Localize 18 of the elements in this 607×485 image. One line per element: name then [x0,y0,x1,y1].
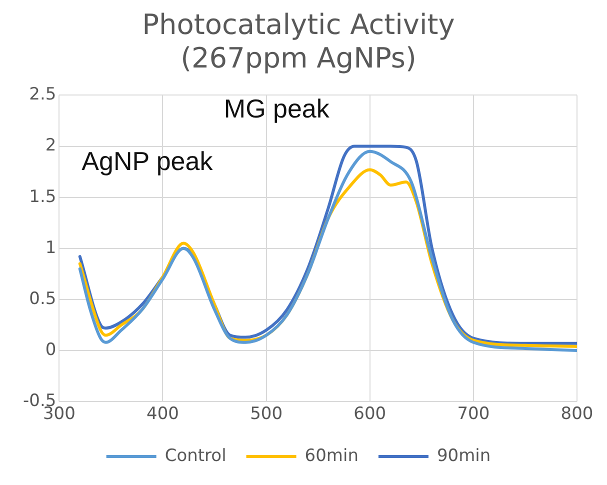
text: (267ppm AgNPs) [180,42,416,75]
x-tick-label: 700 [457,404,490,424]
y-tick-label: 2 [45,136,56,156]
legend-label: Control [164,446,226,466]
x-tick-label: 600 [354,404,386,424]
annotation: MG peak [224,94,330,124]
y-tick-label: 2.5 [29,84,56,105]
legend-label: 90min [436,446,491,466]
text: Photocatalytic Activity [142,8,455,42]
y-tick-label: 1 [45,238,56,258]
y-tick-label: 0 [45,340,56,360]
legend-label: 60min [304,446,358,466]
x-tick-label: 400 [146,404,179,424]
annotation: AgNP peak [82,146,214,176]
y-tick-label: 1.5 [29,186,56,207]
x-tick-label: 800 [560,404,594,424]
x-tick-label: 500 [250,404,283,424]
y-tick-label: 0.5 [29,288,56,309]
